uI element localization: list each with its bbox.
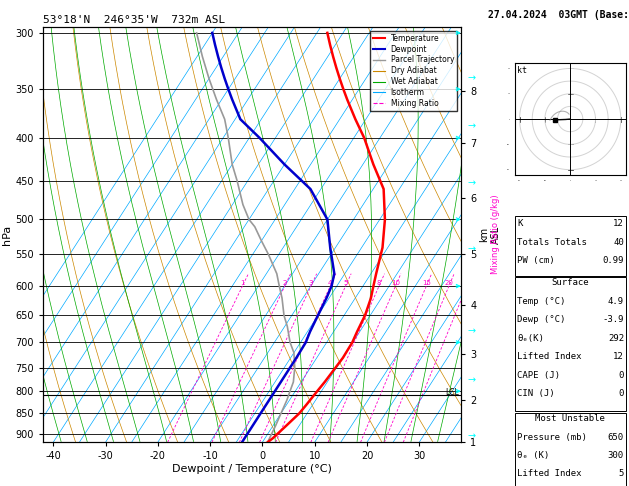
Text: 3: 3	[309, 280, 313, 286]
Text: CAPE (J): CAPE (J)	[517, 371, 560, 380]
Text: 5: 5	[343, 280, 348, 286]
Text: 53°18'N  246°35'W  732m ASL: 53°18'N 246°35'W 732m ASL	[43, 15, 225, 25]
Text: →: →	[467, 431, 476, 441]
Y-axis label: hPa: hPa	[3, 225, 13, 244]
Text: 1: 1	[240, 280, 245, 286]
Legend: Temperature, Dewpoint, Parcel Trajectory, Dry Adiabat, Wet Adiabat, Isotherm, Mi: Temperature, Dewpoint, Parcel Trajectory…	[370, 31, 457, 111]
Text: Lifted Index: Lifted Index	[517, 352, 582, 362]
Text: θₑ (K): θₑ (K)	[517, 451, 549, 460]
Text: Temp (°C): Temp (°C)	[517, 297, 565, 306]
Text: LCL: LCL	[446, 388, 460, 397]
Text: -3.9: -3.9	[603, 315, 624, 325]
Text: PW (cm): PW (cm)	[517, 256, 555, 265]
Text: 15: 15	[422, 280, 431, 286]
Text: 2: 2	[282, 280, 287, 286]
Text: kt: kt	[517, 66, 527, 75]
Text: θₑ(K): θₑ(K)	[517, 334, 544, 343]
Text: →: →	[467, 375, 476, 385]
Text: →: →	[467, 73, 476, 83]
Text: CIN (J): CIN (J)	[517, 389, 555, 399]
Text: Lifted Index: Lifted Index	[517, 469, 582, 479]
Text: Pressure (mb): Pressure (mb)	[517, 433, 587, 442]
Text: →: →	[467, 244, 476, 255]
Text: Totals Totals: Totals Totals	[517, 238, 587, 247]
Text: 40: 40	[613, 238, 624, 247]
Text: 4.9: 4.9	[608, 297, 624, 306]
Text: →: →	[467, 178, 476, 188]
Text: Most Unstable: Most Unstable	[535, 414, 605, 423]
Text: Mixing Ratio (g/kg): Mixing Ratio (g/kg)	[491, 195, 500, 274]
Text: →: →	[467, 122, 476, 132]
Text: 4: 4	[328, 280, 332, 286]
Text: 5: 5	[618, 469, 624, 479]
Text: 12: 12	[613, 219, 624, 228]
Text: 20: 20	[445, 280, 454, 286]
Text: 0: 0	[618, 389, 624, 399]
Text: 8: 8	[377, 280, 381, 286]
Text: 10: 10	[391, 280, 400, 286]
Text: 650: 650	[608, 433, 624, 442]
Text: →: →	[467, 326, 476, 336]
Y-axis label: km
ASL: km ASL	[479, 226, 501, 243]
Text: Dewp (°C): Dewp (°C)	[517, 315, 565, 325]
Text: © weatheronline.co.uk: © weatheronline.co.uk	[521, 472, 619, 481]
Text: 0: 0	[618, 371, 624, 380]
Text: 300: 300	[608, 451, 624, 460]
Text: K: K	[517, 219, 523, 228]
Text: 27.04.2024  03GMT (Base: 00): 27.04.2024 03GMT (Base: 00)	[488, 10, 629, 19]
Text: 292: 292	[608, 334, 624, 343]
X-axis label: Dewpoint / Temperature (°C): Dewpoint / Temperature (°C)	[172, 464, 332, 474]
Text: 12: 12	[613, 352, 624, 362]
Text: 0.99: 0.99	[603, 256, 624, 265]
Text: Surface: Surface	[552, 278, 589, 288]
